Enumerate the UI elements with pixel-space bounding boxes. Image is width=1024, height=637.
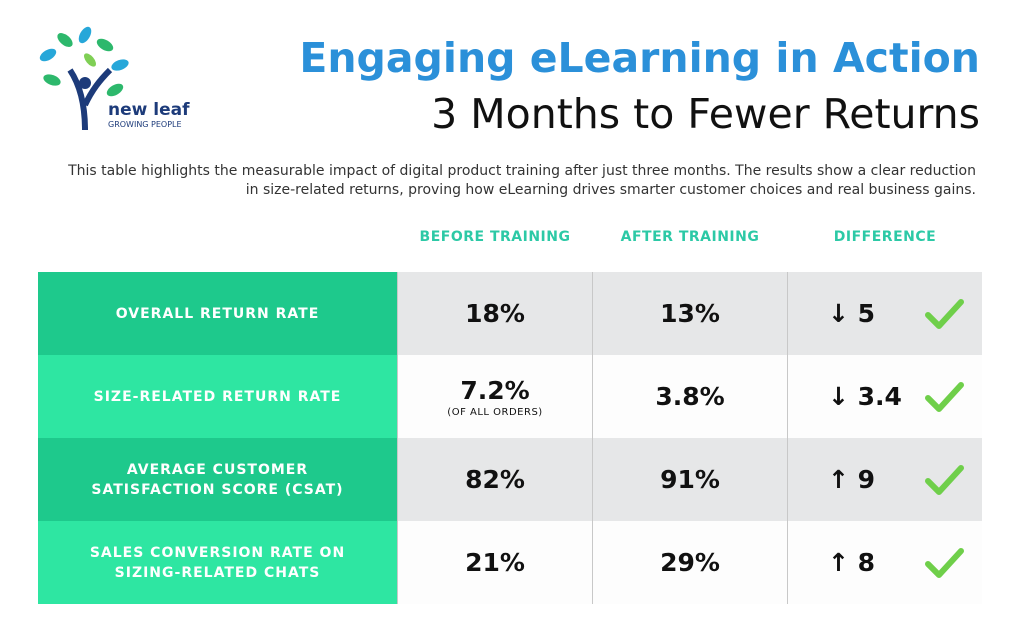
row-label: OVERALL RETURN RATE — [38, 272, 397, 355]
value: 29% — [660, 548, 720, 577]
cell-difference: ↓ 3.4 — [787, 355, 982, 438]
value: 13% — [660, 299, 720, 328]
cell-after: 91% — [592, 438, 787, 521]
value: 82% — [465, 465, 525, 494]
cell-before: 21% — [397, 521, 592, 604]
check-icon — [925, 381, 964, 412]
subtitle: 3 Months to Fewer Returns — [431, 90, 980, 138]
check-icon — [925, 464, 964, 495]
cell-before: 18% — [397, 272, 592, 355]
cell-difference: ↑ 9 — [787, 438, 982, 521]
value: ↓ 5 — [828, 299, 876, 328]
value: ↑ 9 — [828, 465, 876, 494]
column-header: BEFORE TRAINING — [419, 229, 571, 245]
column-header: AFTER TRAINING — [620, 229, 760, 245]
cell-difference: ↑ 8 — [787, 521, 982, 604]
cell-before: 7.2% (OF ALL ORDERS) — [397, 355, 592, 438]
logo-name: new leaf — [108, 100, 190, 120]
value: ↓ 3.4 — [828, 382, 902, 411]
description: This table highlights the measurable imp… — [68, 163, 976, 198]
cell-after: 3.8% — [592, 355, 787, 438]
title: Engaging eLearning in Action — [299, 34, 980, 82]
row-label: SIZE-RELATED RETURN RATE — [38, 355, 397, 438]
cell-after: 13% — [592, 272, 787, 355]
logo-tagline: GROWING PEOPLE — [108, 120, 182, 129]
value: 7.2% — [460, 375, 530, 405]
check-icon — [925, 298, 964, 329]
value: 21% — [465, 548, 525, 577]
cell-difference: ↓ 5 — [787, 272, 982, 355]
value-note: (OF ALL ORDERS) — [447, 406, 543, 418]
check-icon — [925, 547, 964, 578]
logo-icon — [39, 26, 129, 131]
row-label: SALES CONVERSION RATE ON SIZING-RELATED … — [38, 521, 397, 604]
value: 91% — [660, 465, 720, 494]
column-header: DIFFERENCE — [833, 229, 937, 245]
value: ↑ 8 — [828, 548, 876, 577]
row-label: AVERAGE CUSTOMER SATISFACTION SCORE (CSA… — [38, 438, 397, 521]
cell-after: 29% — [592, 521, 787, 604]
cell-before: 82% — [397, 438, 592, 521]
value: 18% — [465, 299, 525, 328]
value: 3.8% — [655, 382, 725, 411]
